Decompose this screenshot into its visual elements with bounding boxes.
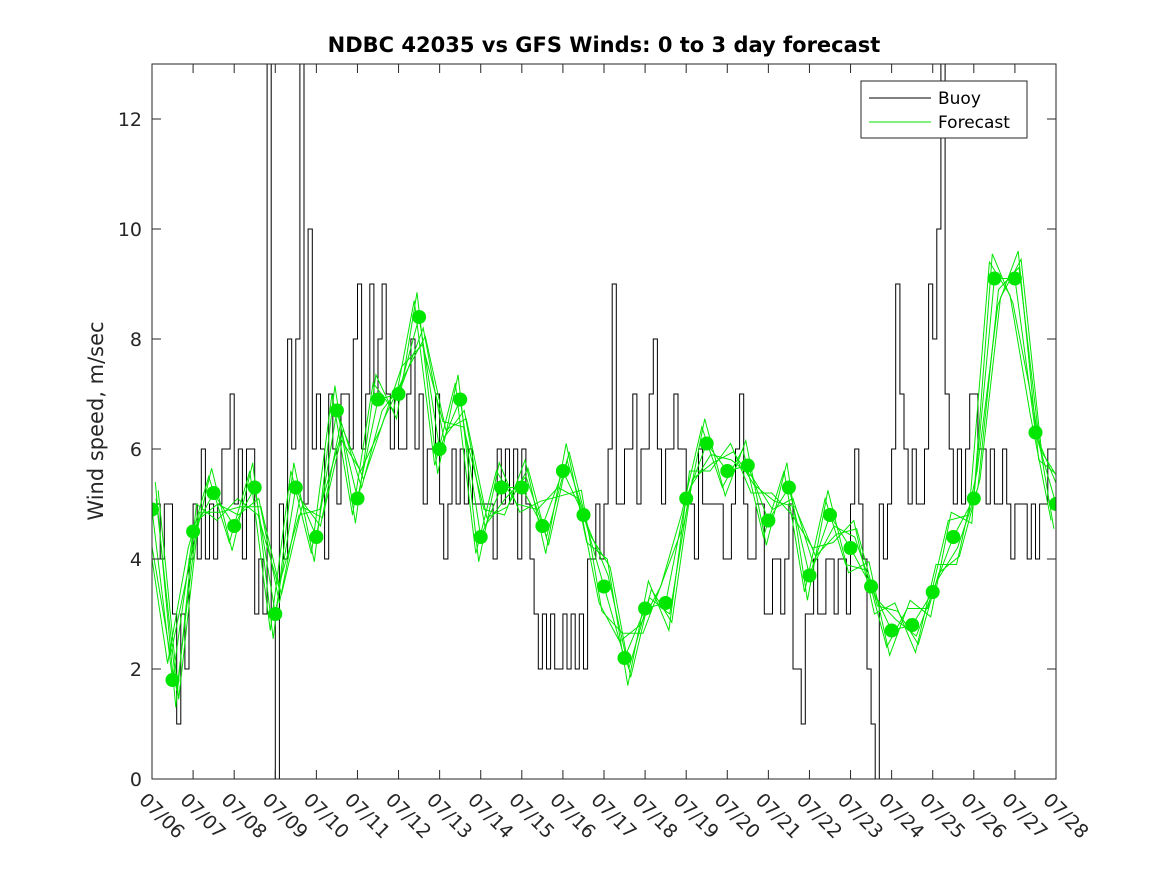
forecast-point xyxy=(864,579,879,594)
forecast-point xyxy=(412,310,427,324)
forecast-point xyxy=(740,458,755,473)
x-tick-label: 07/22 xyxy=(792,789,846,843)
forecast-point xyxy=(720,464,735,478)
forecast-point xyxy=(206,486,221,500)
forecast-point xyxy=(391,387,406,401)
forecast-point xyxy=(165,673,180,687)
forecast-point xyxy=(679,491,694,506)
forecast-point xyxy=(946,530,961,544)
x-tick-label: 07/08 xyxy=(217,789,271,843)
forecast-point xyxy=(1007,271,1022,286)
legend-label: Forecast xyxy=(938,113,1010,133)
plot-area xyxy=(152,64,1056,779)
y-tick-label: 0 xyxy=(130,769,142,791)
y-axis-label: Wind speed, m/sec xyxy=(84,321,108,520)
forecast-point xyxy=(247,480,262,495)
y-tick-label: 12 xyxy=(118,109,142,131)
x-tick-label: 07/13 xyxy=(422,789,476,843)
x-tick-label: 07/12 xyxy=(381,789,435,843)
forecast-point xyxy=(371,392,385,407)
x-tick-label: 07/28 xyxy=(1038,789,1092,843)
forecast-point xyxy=(535,519,550,533)
forecast-point xyxy=(987,271,1002,286)
x-tick-label: 07/11 xyxy=(340,789,394,843)
forecast-point xyxy=(555,464,570,478)
forecast-point xyxy=(1049,497,1056,511)
chart-title: NDBC 42035 vs GFS Winds: 0 to 3 day fore… xyxy=(328,33,881,57)
x-tick-label: 07/24 xyxy=(874,789,928,843)
y-tick-label: 2 xyxy=(130,659,142,681)
legend-box xyxy=(860,80,1028,139)
y-tick-label: 10 xyxy=(118,219,142,241)
x-tick-label: 07/23 xyxy=(833,789,887,843)
forecast-point xyxy=(1028,425,1043,440)
forecast-point xyxy=(905,618,920,632)
forecast-point xyxy=(152,502,159,517)
y-tick-label: 4 xyxy=(130,549,142,571)
y-tick-label: 6 xyxy=(130,439,142,461)
y-axis-ticks: 0 2 4 6 8 10 12 xyxy=(118,109,1056,791)
x-tick-label: 07/21 xyxy=(751,789,805,843)
forecast-point xyxy=(309,530,324,544)
x-tick-label: 07/16 xyxy=(545,789,599,843)
plot-background xyxy=(152,64,1056,779)
x-tick-label: 07/09 xyxy=(258,789,312,843)
x-tick-label: 07/06 xyxy=(134,789,188,843)
x-tick-label: 07/20 xyxy=(710,789,764,843)
forecast-point xyxy=(843,541,858,555)
y-tick-label: 8 xyxy=(130,329,142,351)
forecast-point xyxy=(617,651,632,665)
buoy-series-line xyxy=(152,64,1056,779)
forecast-point xyxy=(761,513,776,528)
forecast-point xyxy=(350,491,365,506)
forecast-point xyxy=(597,579,611,594)
forecast-point xyxy=(966,491,981,506)
x-tick-label: 07/14 xyxy=(463,789,517,843)
forecast-point xyxy=(268,607,283,621)
x-tick-label: 07/17 xyxy=(586,789,640,843)
forecast-point xyxy=(473,530,488,544)
x-tick-label: 07/15 xyxy=(504,789,558,843)
x-tick-label: 07/25 xyxy=(915,789,969,843)
forecast-point xyxy=(453,392,468,407)
forecast-series-line xyxy=(152,253,1055,658)
forecast-point xyxy=(802,568,817,583)
forecast-point xyxy=(884,623,899,638)
forecast-point xyxy=(638,601,653,616)
x-tick-label: 07/07 xyxy=(176,789,230,843)
forecast-point xyxy=(925,585,940,599)
forecast-point xyxy=(823,508,837,522)
forecast-point xyxy=(699,436,714,451)
x-tick-label: 07/19 xyxy=(669,789,723,843)
forecast-point xyxy=(432,442,447,456)
forecast-point xyxy=(329,403,344,418)
legend: Buoy Forecast xyxy=(860,80,1028,139)
x-tick-label: 07/18 xyxy=(628,789,682,843)
forecast-point xyxy=(658,596,673,610)
forecast-point xyxy=(781,480,796,495)
forecast-series-line xyxy=(154,250,1056,708)
forecast-point xyxy=(514,480,529,495)
legend-label: Buoy xyxy=(938,89,981,109)
forecast-point xyxy=(186,524,201,539)
x-tick-label: 07/27 xyxy=(997,789,1051,843)
forecast-series-line xyxy=(152,260,1052,664)
forecast-point xyxy=(494,480,509,495)
forecast-point xyxy=(576,508,591,522)
forecast-point xyxy=(227,519,242,533)
x-tick-label: 07/10 xyxy=(299,789,353,843)
x-tick-label: 07/26 xyxy=(956,789,1010,843)
forecast-point xyxy=(288,480,303,495)
